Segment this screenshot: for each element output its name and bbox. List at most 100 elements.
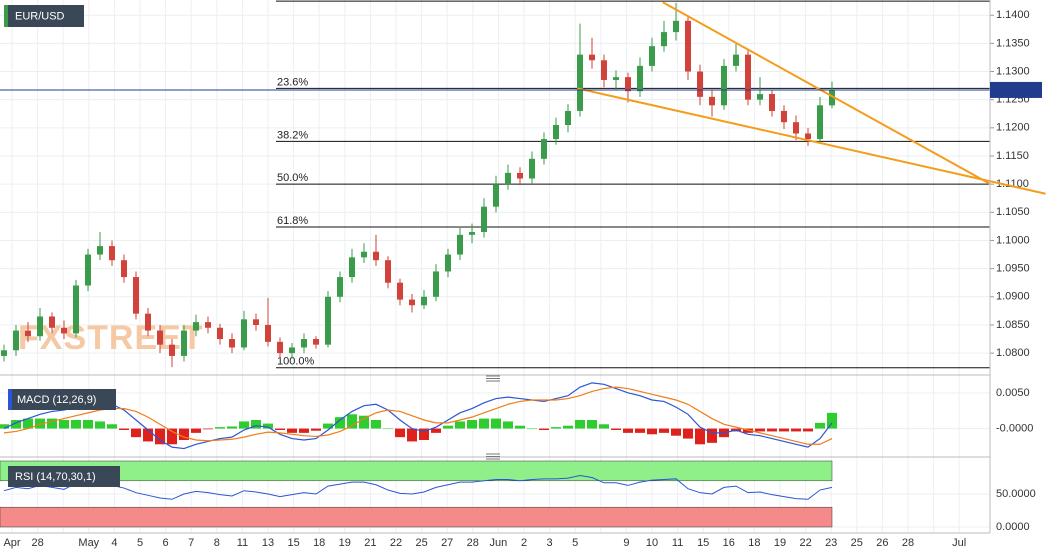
panel-handle[interactable] <box>486 453 500 460</box>
y-tick-label: 1.1400 <box>996 9 1030 21</box>
panel-handle[interactable] <box>486 375 500 382</box>
histogram-bar <box>263 423 273 429</box>
candle-body <box>385 260 391 283</box>
candle-body <box>445 254 451 272</box>
histogram-bar <box>671 428 681 436</box>
histogram-bar <box>203 428 213 430</box>
x-tick-label: 6 <box>163 537 169 549</box>
histogram-bar <box>311 428 321 431</box>
histogram-bar <box>359 415 369 429</box>
histogram-bar <box>479 418 489 429</box>
candle-body <box>169 344 175 356</box>
histogram-bar <box>155 428 165 445</box>
candle-body <box>253 319 259 325</box>
histogram-bar <box>683 428 693 439</box>
histogram-bar <box>287 428 297 433</box>
y-tick-label: 1.1150 <box>996 150 1029 162</box>
candle-body <box>649 46 655 66</box>
candle-body <box>49 316 55 328</box>
candle-body <box>37 316 43 337</box>
histogram-bar <box>119 428 129 430</box>
x-tick-label: May <box>78 537 99 549</box>
histogram-bar <box>407 428 417 442</box>
candle-body <box>757 94 763 100</box>
candle-body <box>181 330 187 356</box>
candle-body <box>265 324 271 342</box>
histogram-bar <box>707 428 717 443</box>
candle-body <box>409 299 415 306</box>
rsi-label: RSI (14,70,30,1) <box>15 471 96 483</box>
candle-body <box>613 77 619 80</box>
fib-label: 61.8% <box>277 215 308 227</box>
x-tick-label: 16 <box>723 537 735 549</box>
candle-body <box>337 277 343 297</box>
histogram-bar <box>743 428 753 433</box>
y-tick-label: 1.0800 <box>996 347 1030 359</box>
histogram-bar <box>611 428 621 430</box>
histogram-bar <box>47 418 57 429</box>
watermark: FXSTREET <box>18 319 204 357</box>
candle-body <box>817 105 823 140</box>
candle-body <box>289 347 295 354</box>
x-tick-label: 28 <box>31 537 43 549</box>
candle-body <box>685 20 691 72</box>
x-tick-label: 9 <box>623 537 629 549</box>
histogram-bar <box>179 428 189 440</box>
histogram-bar <box>0 424 9 429</box>
histogram-bar <box>11 420 21 429</box>
rsi-box <box>8 466 120 487</box>
x-tick-label: 15 <box>287 537 299 549</box>
x-tick-label: 2 <box>521 537 527 549</box>
candle-body <box>493 184 499 207</box>
histogram-bar <box>755 428 765 432</box>
candle-body <box>133 277 139 314</box>
candle-body <box>637 65 643 92</box>
x-tick-label: 28 <box>902 537 914 549</box>
histogram-bar <box>143 428 153 442</box>
x-tick-label: 5 <box>572 537 578 549</box>
y-tick-label: 1.0900 <box>996 291 1030 303</box>
histogram-bar <box>623 428 633 433</box>
signal-line <box>3 386 833 445</box>
y-tick-label: -0.0000 <box>996 422 1033 434</box>
x-tick-label: 27 <box>441 537 453 549</box>
histogram-bar <box>587 420 597 429</box>
x-tick-label: 25 <box>415 537 427 549</box>
candle-body <box>601 60 607 80</box>
candle-body <box>109 246 115 261</box>
x-tick-label: 5 <box>137 537 143 549</box>
symbol-box <box>4 5 84 27</box>
candle-body <box>469 232 475 235</box>
overbought-zone <box>0 460 833 482</box>
histogram-bar <box>347 414 357 429</box>
candle-body <box>1 350 7 356</box>
candle-body <box>541 139 547 159</box>
macd-line <box>3 382 833 450</box>
candle-body <box>589 54 595 61</box>
candle-body <box>673 20 679 33</box>
last-price-box <box>990 81 1042 98</box>
histogram-bar <box>539 428 549 430</box>
histogram-bar <box>515 425 525 429</box>
candle-body <box>793 122 799 134</box>
y-tick-label: 1.1050 <box>996 206 1030 218</box>
candle-body <box>697 71 703 97</box>
histogram-bar <box>23 418 33 429</box>
y-tick-label: 1.1300 <box>996 65 1030 77</box>
histogram-bar <box>503 421 513 429</box>
histogram-bar <box>383 428 393 430</box>
trendline <box>577 87 1046 195</box>
candle-body <box>577 54 583 111</box>
histogram-bar <box>431 428 441 433</box>
histogram-bar <box>95 421 105 429</box>
fib-label: 100.0% <box>277 356 315 368</box>
candle-body <box>373 251 379 261</box>
candle-body <box>205 322 211 328</box>
x-tick-label: Jul <box>952 537 966 549</box>
histogram-bar <box>647 428 657 435</box>
fib-label: 23.6% <box>277 76 308 88</box>
candle-body <box>421 296 427 306</box>
y-tick-label: 1.1200 <box>996 122 1030 134</box>
